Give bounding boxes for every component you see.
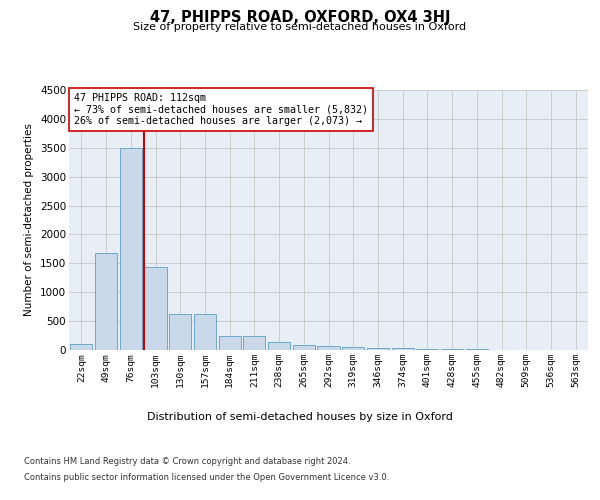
Bar [145, 268, 167, 350]
Bar [70, 344, 92, 350]
Text: 47 PHIPPS ROAD: 112sqm
← 73% of semi-detached houses are smaller (5,832)
26% of : 47 PHIPPS ROAD: 112sqm ← 73% of semi-det… [74, 92, 368, 126]
Bar [367, 348, 389, 350]
Bar [119, 148, 142, 350]
Bar [441, 349, 463, 350]
Bar [293, 346, 315, 350]
Text: Distribution of semi-detached houses by size in Oxford: Distribution of semi-detached houses by … [147, 412, 453, 422]
Bar [416, 349, 439, 350]
Bar [268, 342, 290, 350]
Bar [95, 253, 117, 350]
Bar [194, 314, 216, 350]
Text: 47, PHIPPS ROAD, OXFORD, OX4 3HJ: 47, PHIPPS ROAD, OXFORD, OX4 3HJ [150, 10, 450, 25]
Bar [218, 336, 241, 350]
Bar [317, 346, 340, 350]
Bar [342, 347, 364, 350]
Bar [392, 348, 414, 350]
Text: Contains HM Land Registry data © Crown copyright and database right 2024.: Contains HM Land Registry data © Crown c… [24, 458, 350, 466]
Bar [243, 336, 265, 350]
Text: Contains public sector information licensed under the Open Government Licence v3: Contains public sector information licen… [24, 472, 389, 482]
Text: Size of property relative to semi-detached houses in Oxford: Size of property relative to semi-detach… [133, 22, 467, 32]
Bar [169, 314, 191, 350]
Y-axis label: Number of semi-detached properties: Number of semi-detached properties [25, 124, 34, 316]
